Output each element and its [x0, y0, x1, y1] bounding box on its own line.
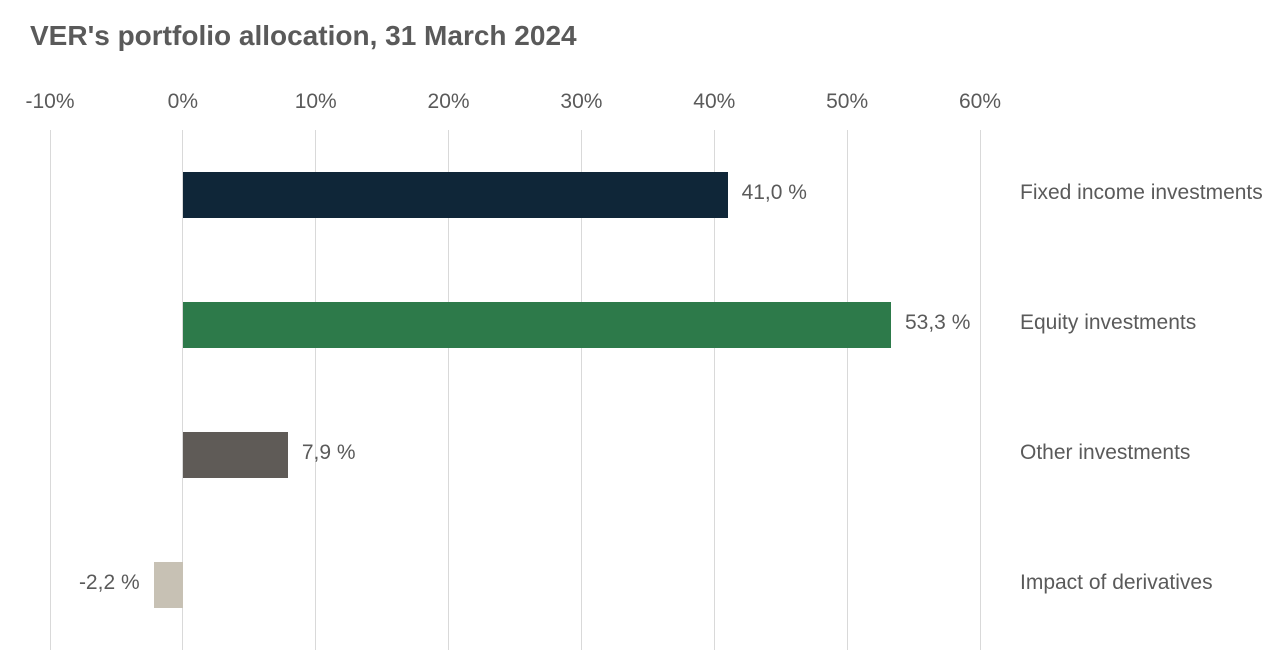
- bar: [183, 172, 728, 218]
- gridline: [50, 130, 51, 650]
- x-axis-tick-label: 60%: [959, 90, 1001, 114]
- x-axis-tick-label: 0%: [168, 90, 198, 114]
- category-label: Other investments: [1020, 441, 1190, 465]
- gridline: [847, 130, 848, 650]
- gridline: [980, 130, 981, 650]
- portfolio-allocation-chart: VER's portfolio allocation, 31 March 202…: [0, 0, 1288, 672]
- x-axis-tick-label: 40%: [693, 90, 735, 114]
- x-axis-tick-label: 50%: [826, 90, 868, 114]
- bar-value-label: 53,3 %: [905, 311, 970, 335]
- x-axis-tick-label: -10%: [25, 90, 74, 114]
- x-axis-tick-label: 20%: [428, 90, 470, 114]
- bar: [183, 432, 288, 478]
- category-label: Equity investments: [1020, 311, 1196, 335]
- bar-value-label: 41,0 %: [742, 181, 807, 205]
- category-label: Fixed income investments: [1020, 181, 1263, 205]
- chart-title: VER's portfolio allocation, 31 March 202…: [30, 20, 577, 52]
- x-axis-tick-label: 10%: [295, 90, 337, 114]
- bar: [154, 562, 183, 608]
- bar-value-label: -2,2 %: [79, 571, 140, 595]
- bar: [183, 302, 891, 348]
- category-label: Impact of derivatives: [1020, 571, 1213, 595]
- x-axis-tick-label: 30%: [560, 90, 602, 114]
- bar-value-label: 7,9 %: [302, 441, 356, 465]
